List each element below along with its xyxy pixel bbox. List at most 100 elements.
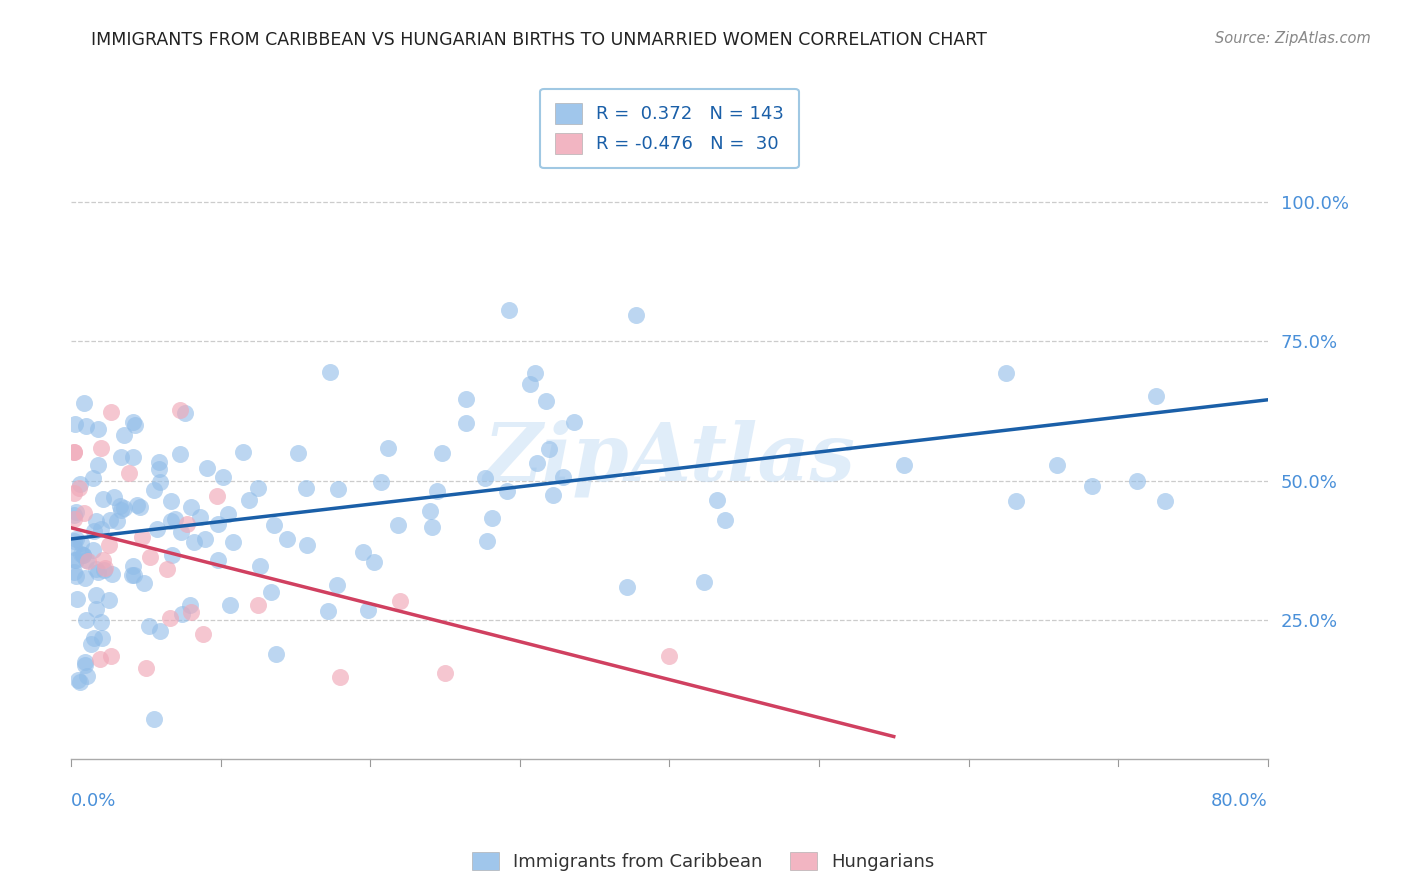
Point [477,534,499,549]
Point [69,477,91,491]
Point [125,499,148,513]
Point [72,548,94,562]
Point [232,444,254,458]
Point [122,558,145,573]
Point [149,624,172,638]
Point [156,562,179,576]
Point [98,538,121,552]
Point [553,470,575,484]
Point [1144,389,1167,403]
Point [73,571,96,585]
Point [90,441,112,455]
Point [63,552,86,566]
Point [63,565,86,579]
Point [1126,475,1149,489]
Point [63,540,86,554]
Point [73,657,96,672]
Point [264,647,287,661]
Point [191,627,214,641]
Point [91,632,114,646]
Point [100,405,122,419]
Point [63,444,86,458]
Point [207,516,229,531]
Point [121,415,143,429]
Point [72,548,94,562]
Point [90,615,112,629]
Point [180,605,202,619]
Point [432,446,454,460]
Point [295,481,318,495]
Point [98,513,121,527]
Point [207,553,229,567]
Point [149,475,172,489]
Point [94,561,117,575]
Point [519,377,541,392]
Point [63,445,86,459]
Point [84,514,107,528]
Point [93,563,115,577]
Point [316,603,339,617]
Point [65,569,87,583]
Point [100,649,122,664]
Point [80,636,103,650]
Point [90,522,112,536]
Point [67,673,90,687]
Point [498,302,520,317]
Point [65,553,87,567]
Point [174,405,197,419]
Point [87,422,110,436]
Point [222,535,245,549]
Point [260,585,283,599]
Point [295,538,318,552]
Point [495,483,517,498]
Point [287,446,309,460]
Legend: Immigrants from Caribbean, Hungarians: Immigrants from Caribbean, Hungarians [464,845,942,879]
Point [1046,458,1069,473]
Point [101,566,124,581]
Point [263,518,285,533]
Point [70,536,93,550]
Point [370,475,392,489]
Point [65,417,87,432]
Point [142,712,165,726]
Point [419,504,441,518]
Point [63,511,86,525]
Point [91,553,114,567]
Point [537,442,560,456]
Point [138,549,160,564]
Point [84,602,107,616]
Text: IMMIGRANTS FROM CARIBBEAN VS HUNGARIAN BIRTHS TO UNMARRIED WOMEN CORRELATION CHA: IMMIGRANTS FROM CARIBBEAN VS HUNGARIAN B… [91,31,987,49]
Point [67,481,90,495]
Point [128,500,150,515]
Point [526,456,548,470]
Point [82,470,104,484]
Point [434,666,457,681]
Point [70,547,93,561]
Point [148,462,170,476]
Point [474,471,496,485]
Point [146,522,169,536]
Point [69,674,91,689]
Point [217,507,239,521]
Point [138,619,160,633]
Point [105,514,128,528]
Point [562,415,585,429]
Point [183,534,205,549]
Point [169,403,191,417]
Point [76,668,98,682]
Point [118,467,141,481]
Point [91,492,114,507]
Text: 80.0%: 80.0% [1211,792,1268,810]
Text: Source: ZipAtlas.com: Source: ZipAtlas.com [1215,31,1371,46]
Point [63,534,86,549]
Point [82,542,104,557]
Point [134,575,156,590]
Point [159,514,181,528]
Point [1154,493,1177,508]
Point [89,652,111,666]
Point [108,499,131,513]
Point [63,485,86,500]
Point [112,427,135,442]
Point [195,460,218,475]
Point [73,396,96,410]
